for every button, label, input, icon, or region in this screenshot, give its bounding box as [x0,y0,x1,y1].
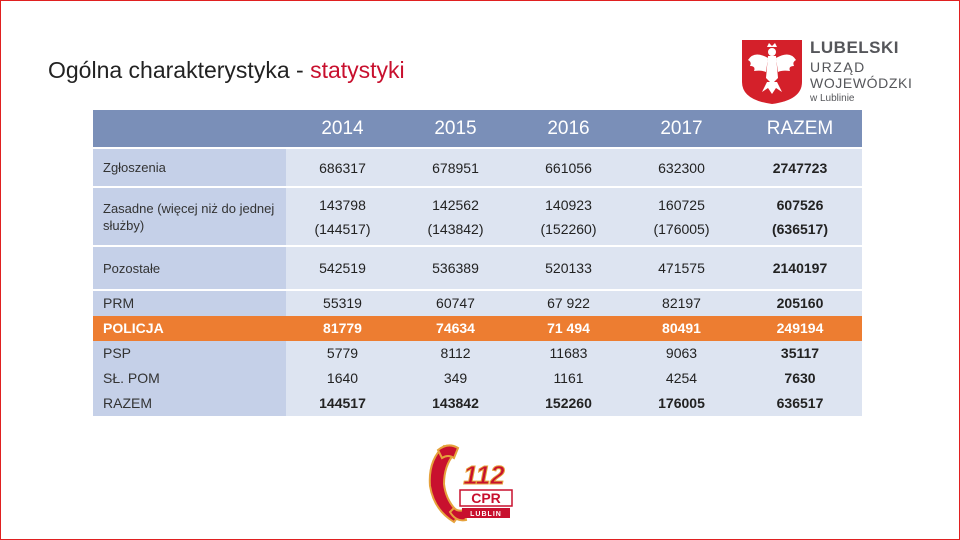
table-cell: 67 922 [512,291,625,316]
table-cell: 349 [399,366,512,391]
table-cell: 143798 (144517) [286,188,399,247]
table-cell: 160725 (176005) [625,188,738,247]
table-cell: 71 494 [512,316,625,341]
row-label: Zgłoszenia [93,149,286,188]
table-cell: 471575 [625,247,738,291]
emblem-text: CPR [471,490,501,506]
row-label: Zasadne (więcej niż do jednej służby) [93,188,286,247]
table-cell-total: 35117 [738,341,862,366]
table-cell: 661056 [512,149,625,188]
row-label: SŁ. POM [93,366,286,391]
table-cell-total: 205160 [738,291,862,316]
header-corner [93,110,286,149]
cell-subvalue: (144517) [314,220,371,237]
logo-line-urzad: URZĄD [810,59,866,75]
table-cell: 8112 [399,341,512,366]
header-total: RAZEM [738,110,862,149]
table-cell: 5779 [286,341,399,366]
table-cell-total: 607526 (636517) [738,188,862,247]
emblem-band [459,489,513,507]
table-cell: 152260 [512,391,625,416]
table-cell-total: 636517 [738,391,862,416]
cell-value: 140923 [545,196,592,213]
table-cell: 520133 [512,247,625,291]
row-label: Pozostałe [93,247,286,291]
row-label: POLICJA [93,316,286,341]
table-row: Pozostałe 542519 536389 520133 471575 21… [93,247,862,291]
table-cell: 144517 [286,391,399,416]
table-cell: 142562 (143842) [399,188,512,247]
emblem-subtext: LUBLIN [470,511,502,518]
table-cell-total: 2747723 [738,149,862,188]
table-cell: 9063 [625,341,738,366]
header-2015: 2015 [399,110,512,149]
table-cell: 686317 [286,149,399,188]
eagle-shield-icon [742,40,802,104]
logo-line-wojewodzki: WOJEWÓDZKI [810,75,913,91]
table-cell: 74634 [399,316,512,341]
header-2017: 2017 [625,110,738,149]
header-2014: 2014 [286,110,399,149]
phone-handset-icon [428,444,468,524]
row-label: PRM [93,291,286,316]
table-row-policja: POLICJA 81779 74634 71 494 80491 249194 [93,316,862,341]
logo-line-lublin: w Lublinie [810,93,855,104]
table-cell: 4254 [625,366,738,391]
statistics-table: 2014 2015 2016 2017 RAZEM Zgłoszenia 686… [93,110,862,416]
table-cell: 140923 (152260) [512,188,625,247]
cell-value: 160725 [658,196,705,213]
table-cell: 143842 [399,391,512,416]
table-row-prm: PRM 55319 60747 67 922 82197 205160 [93,291,862,316]
table-cell: 176005 [625,391,738,416]
table-cell: 1640 [286,366,399,391]
table-cell: 678951 [399,149,512,188]
table-row-psp: PSP 5779 8112 11683 9063 35117 [93,341,862,366]
title-main: Ogólna charakterystyka - [48,57,311,83]
table-cell-total: 2140197 [738,247,862,291]
table-row-razem: RAZEM 144517 143842 152260 176005 636517 [93,391,862,416]
table-row-sl-pom: SŁ. POM 1640 349 1161 4254 7630 [93,366,862,391]
table-cell-total: 7630 [738,366,862,391]
row-label: RAZEM [93,391,286,416]
header-row: 2014 2015 2016 2017 RAZEM [93,110,862,149]
table-cell: 632300 [625,149,738,188]
table-row: Zasadne (więcej niż do jednej służby) 14… [93,188,862,247]
table-cell: 11683 [512,341,625,366]
table-cell: 82197 [625,291,738,316]
header-2016: 2016 [512,110,625,149]
table-row: Zgłoszenia 686317 678951 661056 632300 2… [93,149,862,188]
table-cell: 55319 [286,291,399,316]
cpr-112-logo: 112 CPR LUBLIN [428,444,513,524]
title-accent: statystyki [310,57,405,83]
cell-subvalue: (636517) [771,220,829,237]
slide-title: Ogólna charakterystyka - statystyki [48,57,405,84]
cell-subvalue: (176005) [653,220,710,237]
table-cell: 80491 [625,316,738,341]
emblem-subband [462,508,510,518]
luw-logo: LUBELSKI URZĄD WOJEWÓDZKI w Lublinie [740,38,920,110]
cell-subvalue: (143842) [427,220,484,237]
cell-value: 142562 [432,196,479,213]
logo-text: LUBELSKI URZĄD WOJEWÓDZKI w Lublinie [810,38,912,105]
cell-value: 143798 [319,196,366,213]
cell-subvalue: (152260) [540,220,597,237]
cell-value: 607526 [776,196,824,213]
table-cell-total: 249194 [738,316,862,341]
table-cell: 1161 [512,366,625,391]
table-cell: 81779 [286,316,399,341]
emblem-number: 112 [463,460,505,490]
table-cell: 536389 [399,247,512,291]
table-cell: 542519 [286,247,399,291]
row-label: PSP [93,341,286,366]
logo-line-lubelski: LUBELSKI [810,38,899,57]
table-cell: 60747 [399,291,512,316]
